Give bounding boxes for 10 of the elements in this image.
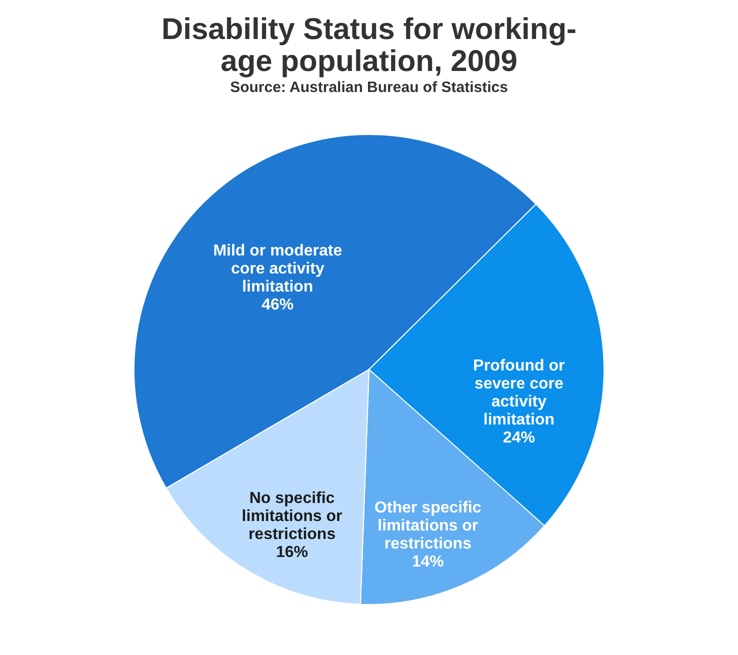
slice-label: Other specific limitations or restrictions (374, 499, 482, 552)
chart-title: Disability Status for working-age population, 2009 (161, 13, 577, 78)
data-label: 24% (502, 430, 535, 447)
slice-label: Mild or moderate core activity limitation (213, 242, 342, 296)
data-label: 14% (412, 553, 444, 570)
slice-label: Profound or severe core activity limitation (473, 358, 565, 429)
source-note: Source: Australian Bureau of Statistics (230, 79, 508, 96)
data-label: 46% (262, 296, 294, 314)
data-label: 16% (276, 544, 308, 562)
slice-label: No specific limitations or restrictions (242, 490, 342, 544)
